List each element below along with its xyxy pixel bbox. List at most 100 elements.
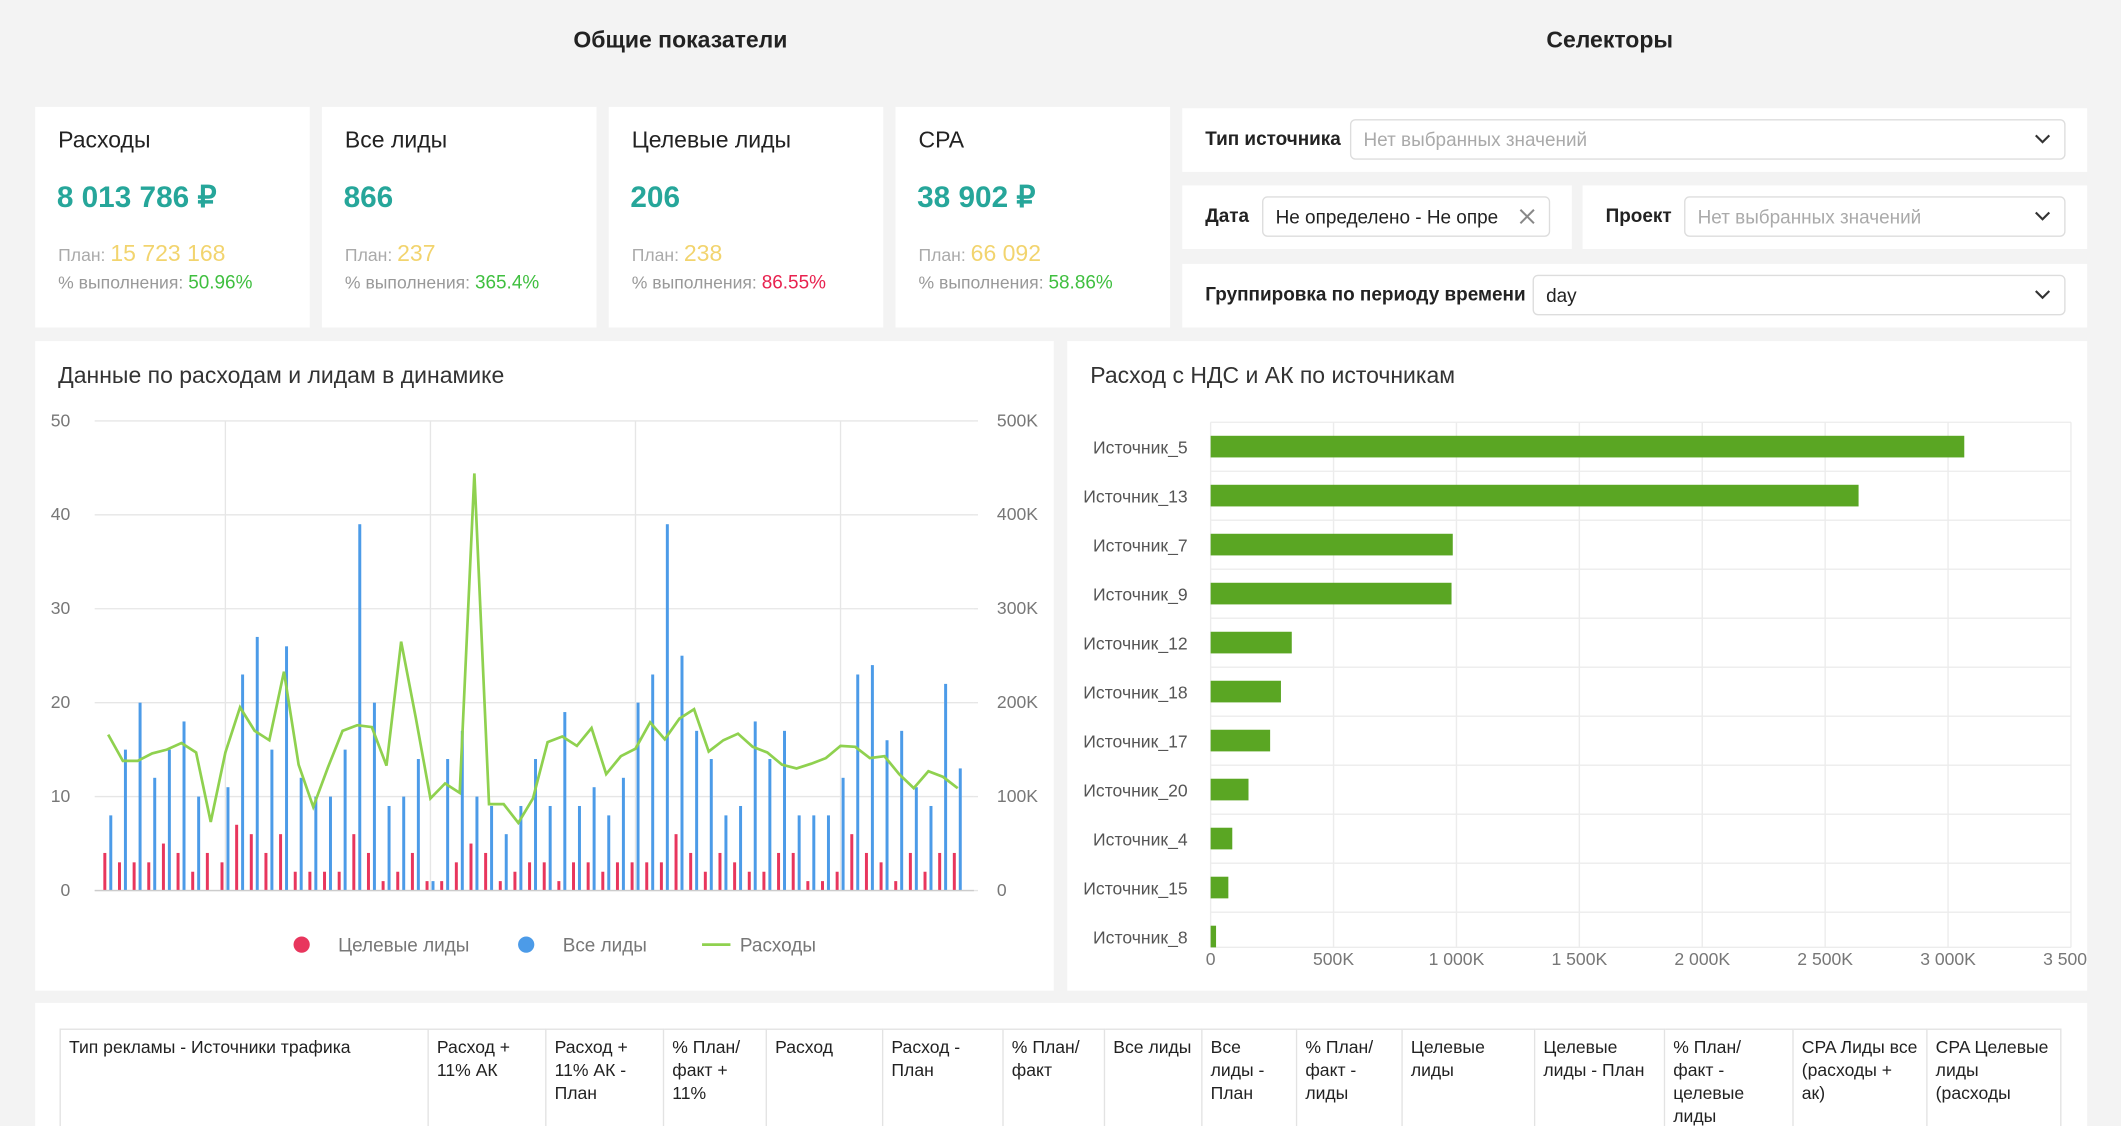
dropdown[interactable]: Нет выбранных значений — [1684, 196, 2065, 237]
bar — [250, 834, 253, 890]
bar — [177, 853, 180, 891]
bar — [681, 656, 684, 891]
bar — [139, 703, 142, 891]
bar — [915, 787, 918, 890]
column-header[interactable]: Все лиды - План — [1202, 1029, 1297, 1126]
column-header[interactable]: Тип рекламы - Источники трафика — [60, 1029, 428, 1126]
bar — [168, 750, 171, 891]
bar — [221, 862, 224, 890]
bar — [153, 778, 156, 891]
kpi-value: 866 — [344, 180, 394, 215]
y-tick-label: Источник_9 — [1093, 584, 1188, 605]
bar — [1211, 436, 1965, 458]
bar — [1211, 828, 1233, 850]
chart-panel: Расход с НДС и АК по источникам0500K1 00… — [1067, 341, 2087, 991]
bar — [1211, 877, 1229, 899]
bar — [871, 665, 874, 890]
bar — [704, 872, 707, 891]
y2-tick-label: 400K — [997, 504, 1038, 524]
x-tick-label: 500K — [1313, 949, 1354, 969]
bar — [821, 881, 824, 890]
x-tick-label: 2 000K — [1674, 949, 1730, 969]
bar — [300, 778, 303, 891]
bar — [417, 759, 420, 890]
line — [108, 473, 957, 822]
completion-value: 365.4% — [475, 271, 539, 293]
bar — [314, 797, 317, 891]
selector: Дата Не определено - Не опре — [1182, 185, 1572, 249]
bar — [748, 872, 751, 891]
bar — [666, 524, 669, 890]
bar — [777, 853, 780, 891]
kpi-title: CPA — [918, 127, 964, 154]
column-header[interactable]: Целевые лиды - План — [1535, 1029, 1665, 1126]
completion-label: % выполнения: — [345, 272, 470, 292]
column-header[interactable]: % План/ факт - целевые лиды — [1664, 1029, 1793, 1126]
y-tick-label: 0 — [61, 880, 71, 900]
date-input[interactable]: Не определено - Не опре — [1262, 196, 1550, 237]
bar — [147, 862, 150, 890]
bar — [660, 862, 663, 890]
plan-value: 15 723 168 — [110, 241, 225, 267]
bar — [162, 844, 165, 891]
bar — [475, 797, 478, 891]
bar — [880, 862, 883, 890]
kpi-completion: % выполнения: 58.86% — [918, 271, 1112, 293]
kpi-value: 206 — [630, 180, 680, 215]
legend-marker — [518, 937, 534, 953]
column-header[interactable]: % План/ факт - лиды — [1297, 1029, 1403, 1126]
bar — [762, 872, 765, 891]
y-tick-label: Источник_20 — [1083, 780, 1188, 801]
y2-tick-label: 200K — [997, 692, 1038, 712]
column-header[interactable]: Расход - План — [883, 1029, 1003, 1126]
kpi-card: Все лиды 866 План: 237 % выполнения: 365… — [322, 107, 597, 328]
bar — [206, 853, 209, 891]
bar — [118, 862, 121, 890]
kpi-completion: % выполнения: 365.4% — [345, 271, 539, 293]
completion-value: 86.55% — [762, 271, 826, 293]
clear-icon[interactable] — [1519, 208, 1535, 224]
plan-value: 66 092 — [971, 241, 1041, 267]
dropdown[interactable]: Нет выбранных значений — [1350, 119, 2066, 160]
section-title: Селекторы — [1546, 27, 1673, 54]
column-header[interactable]: CPA Целевые лиды (расходы — [1927, 1029, 2061, 1126]
legend-label: Расходы — [740, 935, 816, 956]
column-header[interactable]: Все лиды — [1104, 1029, 1201, 1126]
column-header[interactable]: % План/ факт + 11% — [663, 1029, 766, 1126]
bar — [109, 815, 112, 890]
plan-label: План: — [918, 245, 965, 265]
kpi-card: CPA 38 902 ₽ План: 66 092 % выполнения: … — [895, 107, 1170, 328]
bar — [587, 862, 590, 890]
bar — [1211, 632, 1292, 654]
kpi-plan: План: 15 723 168 — [58, 241, 225, 268]
column-header[interactable]: Целевые лиды — [1402, 1029, 1535, 1126]
bar — [396, 872, 399, 891]
bar — [455, 862, 458, 890]
column-header[interactable]: Расход — [766, 1029, 882, 1126]
column-header[interactable]: Расход + 11% АК — [428, 1029, 546, 1126]
kpi-title: Все лиды — [345, 127, 447, 154]
column-header[interactable]: CPA Лиды все (расходы + ак) — [1793, 1029, 1927, 1126]
bar — [827, 815, 830, 890]
bar — [900, 731, 903, 891]
bar — [323, 872, 326, 891]
bar — [645, 862, 648, 890]
column-header[interactable]: % План/ факт — [1003, 1029, 1104, 1126]
bar — [836, 872, 839, 891]
column-header[interactable]: Расход + 11% АК - План — [546, 1029, 664, 1126]
dropdown[interactable]: day — [1533, 275, 2066, 316]
x-tick-label: 1 000K — [1429, 949, 1485, 969]
bar — [593, 787, 596, 890]
bar — [534, 759, 537, 890]
bar — [382, 881, 385, 890]
x-tick-label: 3 000K — [1920, 949, 1976, 969]
section-title: Общие показатели — [573, 27, 787, 54]
bar — [543, 862, 546, 890]
bar — [411, 853, 414, 891]
bar — [264, 853, 267, 891]
x-tick-label: 1 500K — [1551, 949, 1607, 969]
bar — [470, 844, 473, 891]
bar — [1211, 779, 1249, 801]
bar — [798, 815, 801, 890]
